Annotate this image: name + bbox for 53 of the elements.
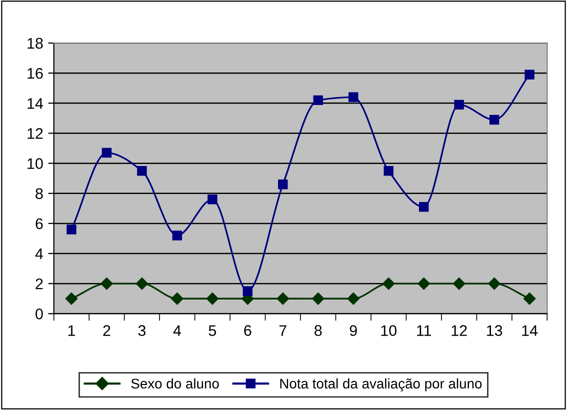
point (454, 100, 464, 110)
x-tick-label: 6 (244, 325, 252, 336)
y-tick-label: 2 (36, 278, 43, 290)
point (276, 292, 289, 305)
point (348, 92, 358, 102)
point (100, 277, 113, 290)
point (278, 180, 288, 190)
point (418, 277, 430, 290)
point (418, 202, 429, 212)
x-tick-label: 3 (138, 325, 146, 336)
legend-label: Nota total da avaliação por aluno (280, 378, 482, 392)
point (171, 292, 184, 305)
point (382, 277, 395, 290)
y-tick-label: 12 (28, 128, 43, 139)
y-tick-label: 10 (28, 158, 43, 170)
point (452, 277, 466, 290)
point (137, 166, 147, 176)
x-tick-label: 10 (381, 325, 396, 336)
y-tick-label: 4 (35, 248, 43, 260)
y-tick-label: 0 (36, 308, 43, 320)
x-tick-label: 13 (486, 325, 502, 336)
x-tick-label: 14 (522, 325, 538, 336)
x-tick-label: 1 (68, 325, 75, 336)
x-tick-label: 2 (103, 325, 110, 336)
point (136, 277, 148, 290)
x-tick-label: 11 (417, 325, 432, 336)
y-tick-label: 6 (36, 218, 43, 230)
x-tick-label: 12 (452, 325, 467, 336)
point (208, 194, 218, 204)
point (523, 292, 536, 305)
point (384, 166, 394, 176)
y-tick-label: 18 (28, 38, 43, 49)
y-tick-label: 8 (36, 188, 43, 200)
y-tick-label: 14 (28, 98, 44, 109)
y-tick-label: 16 (28, 68, 43, 79)
point (312, 292, 324, 305)
x-tick-label: 5 (208, 325, 216, 336)
x-tick-label: 4 (173, 325, 181, 336)
x-tick-label: 9 (350, 325, 357, 336)
x-tick-label: 8 (314, 325, 322, 336)
point (66, 224, 76, 234)
point (206, 292, 219, 305)
point (172, 230, 182, 240)
point (489, 114, 500, 125)
point (242, 286, 253, 296)
point (347, 292, 360, 305)
point (488, 277, 500, 290)
point (313, 95, 323, 106)
point (102, 148, 112, 158)
legend-label: Sexo do aluno (131, 378, 219, 389)
point (524, 70, 534, 80)
point (65, 292, 78, 305)
x-tick-label: 7 (279, 325, 286, 336)
